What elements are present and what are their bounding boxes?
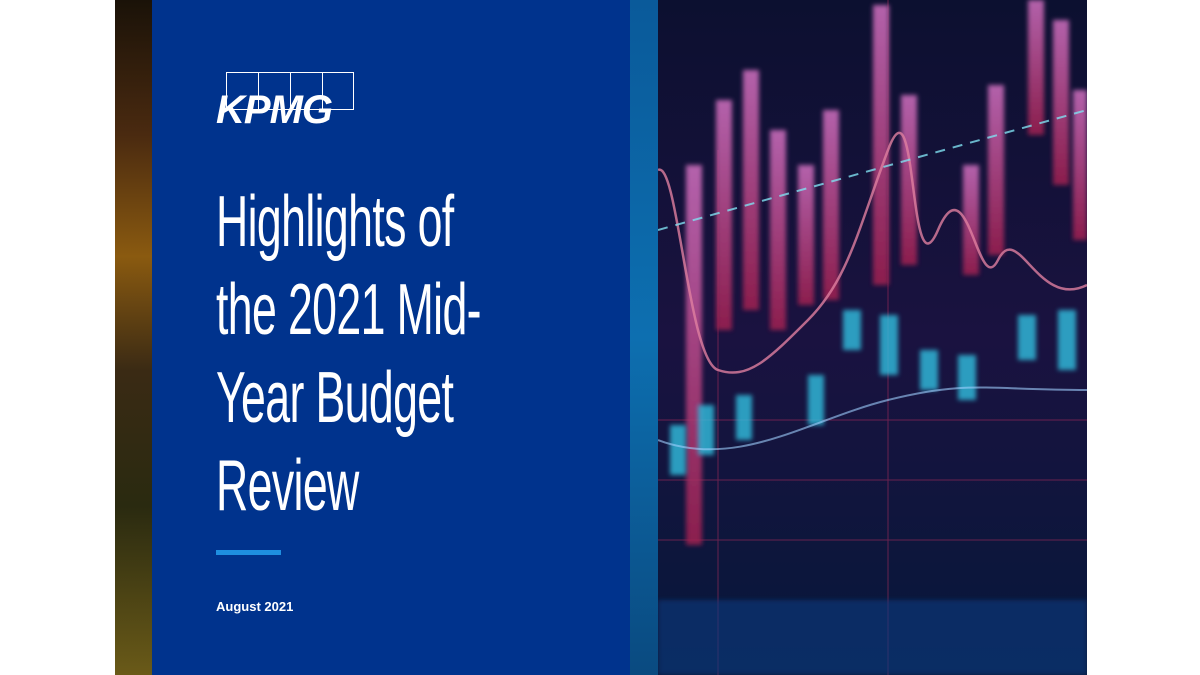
logo-text: KPMG bbox=[216, 88, 333, 132]
title-line: the 2021 Mid- bbox=[216, 270, 482, 350]
side-image bbox=[115, 0, 152, 675]
logo-boxes bbox=[226, 72, 354, 110]
cover-panel: KPMG Highlights of the 2021 Mid- Year Bu… bbox=[152, 0, 630, 675]
title: Highlights of the 2021 Mid- Year Budget … bbox=[216, 178, 482, 530]
divider-strip bbox=[630, 0, 658, 675]
title-line: Highlights of bbox=[216, 182, 454, 262]
title-line: Review bbox=[216, 446, 359, 526]
background-image bbox=[658, 0, 1087, 675]
accent-rule bbox=[216, 550, 281, 555]
date: August 2021 bbox=[216, 599, 294, 614]
logo: KPMG bbox=[216, 72, 366, 132]
title-line: Year Budget bbox=[216, 358, 454, 438]
